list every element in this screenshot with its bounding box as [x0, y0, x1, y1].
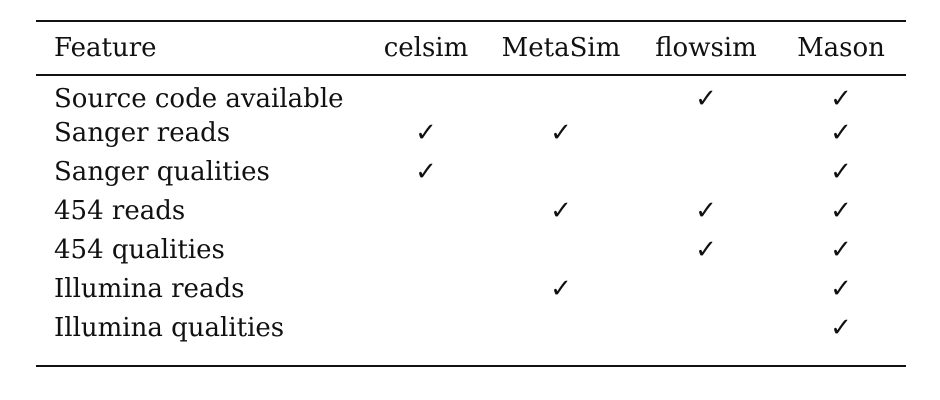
mason-check-cell: ✓	[830, 234, 852, 265]
header-metasim: MetaSim	[501, 33, 621, 63]
flowsim-check-cell	[636, 269, 776, 308]
header-feature: Feature	[54, 33, 157, 63]
flowsim-check-cell: ✓	[695, 83, 717, 114]
header-mason: Mason	[797, 33, 885, 63]
mason-check-cell: ✓	[830, 117, 852, 148]
table-row: 454 reads ✓ ✓ ✓	[36, 191, 906, 230]
celsim-check-cell	[366, 308, 486, 347]
metasim-check-cell: ✓	[550, 117, 572, 148]
feature-label: 454 reads	[54, 195, 186, 226]
table-row: 454 qualities ✓ ✓	[36, 230, 906, 269]
celsim-check-cell	[366, 269, 486, 308]
table-row: Source code available ✓ ✓	[36, 74, 906, 113]
feature-label: Illumina reads	[54, 273, 245, 304]
table-bottom-rule	[36, 365, 906, 367]
table-header-rule	[36, 74, 906, 76]
celsim-check-cell: ✓	[415, 156, 437, 187]
flowsim-check-cell	[636, 113, 776, 152]
feature-label: 454 qualities	[54, 234, 225, 265]
table-row: Illumina reads ✓ ✓	[36, 269, 906, 308]
celsim-check-cell	[366, 191, 486, 230]
metasim-check-cell	[486, 230, 636, 269]
flowsim-check-cell	[636, 152, 776, 191]
mason-check-cell: ✓	[830, 156, 852, 187]
header-flowsim: flowsim	[655, 33, 757, 63]
metasim-check-cell	[486, 308, 636, 347]
metasim-check-cell	[486, 152, 636, 191]
mason-check-cell: ✓	[830, 195, 852, 226]
metasim-check-cell: ✓	[550, 273, 572, 304]
metasim-check-cell	[486, 74, 636, 113]
feature-label: Illumina qualities	[54, 312, 285, 343]
table-row: Sanger reads ✓ ✓ ✓	[36, 113, 906, 152]
flowsim-check-cell: ✓	[695, 195, 717, 226]
flowsim-check-cell	[636, 308, 776, 347]
table-row: Illumina qualities ✓	[36, 308, 906, 347]
feature-label: Sanger reads	[54, 117, 231, 148]
metasim-check-cell: ✓	[550, 195, 572, 226]
mason-check-cell: ✓	[830, 273, 852, 304]
table-row: Sanger qualities ✓ ✓	[36, 152, 906, 191]
celsim-check-cell	[366, 230, 486, 269]
celsim-check-cell: ✓	[415, 117, 437, 148]
feature-label: Sanger qualities	[54, 156, 270, 187]
flowsim-check-cell: ✓	[695, 234, 717, 265]
mason-check-cell: ✓	[830, 312, 852, 343]
table-top-rule	[36, 20, 906, 22]
table-header-row: Feature celsim MetaSim flowsim Mason	[36, 22, 906, 74]
mason-check-cell: ✓	[830, 83, 852, 114]
header-celsim: celsim	[383, 33, 469, 63]
feature-label: Source code available	[54, 83, 344, 114]
feature-comparison-table: Feature celsim MetaSim flowsim Mason Sou…	[36, 22, 906, 347]
celsim-check-cell	[366, 74, 486, 113]
